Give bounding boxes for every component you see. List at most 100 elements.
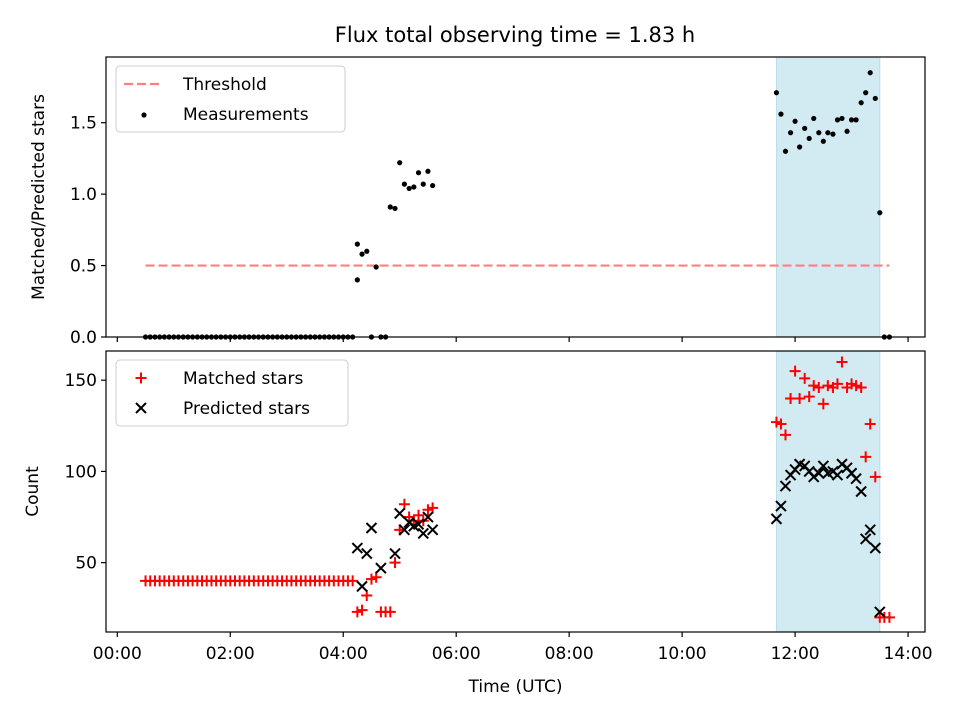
x-tick-label: 08:00 [545, 644, 594, 664]
legend-box [115, 65, 346, 133]
data-point [406, 185, 412, 192]
data-point [779, 429, 791, 441]
data-point [883, 611, 895, 623]
data-point [413, 509, 425, 521]
data-point [869, 471, 881, 483]
x-tick-label: 10:00 [658, 644, 707, 664]
data-point [775, 418, 787, 430]
y-tick-label: 1.0 [70, 185, 97, 205]
data-point [848, 117, 855, 123]
data-point [365, 522, 378, 534]
data-point [411, 184, 417, 190]
data-point [834, 117, 841, 123]
legend-marker [135, 372, 147, 384]
series-measurements [142, 70, 893, 340]
data-point [389, 557, 401, 569]
data-point [864, 418, 876, 430]
data-point [799, 372, 811, 384]
data-point [359, 251, 365, 257]
axes-frame [105, 350, 926, 633]
data-point [775, 500, 787, 512]
data-point [811, 115, 817, 122]
data-point [422, 504, 434, 516]
legend-box [115, 359, 349, 427]
data-point [850, 380, 862, 392]
data-point [789, 365, 801, 377]
data-point [770, 513, 783, 525]
data-point [872, 95, 878, 102]
data-point [853, 117, 859, 123]
data-point [806, 135, 812, 142]
data-point [779, 480, 792, 492]
data-point [426, 524, 439, 536]
data-point [401, 181, 407, 187]
data-point [830, 131, 836, 137]
legend-label: Threshold [182, 75, 267, 95]
data-point [364, 248, 370, 254]
data-point [859, 533, 872, 545]
data-point [361, 547, 373, 560]
axes-frame [105, 56, 926, 338]
data-point [412, 518, 425, 531]
data-point [430, 182, 436, 189]
data-point [389, 547, 401, 560]
data-point [844, 128, 850, 134]
data-point [354, 277, 360, 283]
data-point [858, 100, 864, 106]
data-point [836, 356, 848, 368]
data-point [354, 241, 360, 247]
data-point [356, 580, 368, 593]
data-point [787, 130, 794, 136]
legend: Matched stars Predicted stars [115, 359, 349, 427]
legend-marker [135, 402, 147, 414]
legend-label: Measurements [183, 105, 309, 125]
data-point [817, 398, 829, 410]
y-axis-label: Count [23, 466, 43, 517]
data-point [831, 469, 844, 481]
series-predicted-stars [351, 458, 886, 618]
data-point [816, 130, 822, 136]
y-tick-label: 0.0 [70, 328, 97, 348]
data-point [803, 391, 815, 403]
data-point [356, 604, 368, 616]
data-point [425, 168, 431, 174]
data-point [415, 170, 422, 176]
data-point [417, 527, 429, 540]
data-point [825, 130, 831, 136]
legend-label: Matched stars [183, 369, 303, 389]
data-point [817, 460, 830, 472]
data-point [365, 573, 377, 585]
data-point [831, 378, 843, 390]
data-point [855, 381, 867, 393]
data-point [422, 511, 434, 523]
y-tick-label: 50 [75, 554, 97, 574]
x-tick-label: 06:00 [432, 644, 481, 664]
data-point [860, 451, 872, 463]
x-axis-label: Time (UTC) [468, 677, 563, 697]
legend-label: Predicted stars [183, 399, 310, 419]
data-point [392, 205, 398, 212]
data-point [782, 148, 789, 154]
data-point [398, 498, 410, 510]
data-point [797, 144, 803, 150]
data-point [820, 138, 826, 144]
x-tick-label: 14:00 [884, 644, 933, 664]
data-point [351, 542, 364, 554]
data-point [877, 210, 883, 216]
y-tick-label: 150 [65, 371, 97, 391]
x-tick-label: 04:00 [319, 644, 368, 664]
data-point [808, 471, 820, 483]
x-tick-label: 12:00 [771, 644, 820, 664]
data-point [427, 502, 439, 514]
data-point [822, 380, 834, 392]
data-point [792, 118, 798, 124]
y-tick-label: 100 [65, 462, 97, 482]
data-point [864, 524, 876, 536]
legend: Threshold Measurements [115, 65, 346, 133]
data-point [839, 115, 845, 122]
data-point [384, 606, 396, 618]
data-point [867, 70, 873, 76]
data-point [863, 90, 869, 96]
data-point [869, 542, 882, 554]
